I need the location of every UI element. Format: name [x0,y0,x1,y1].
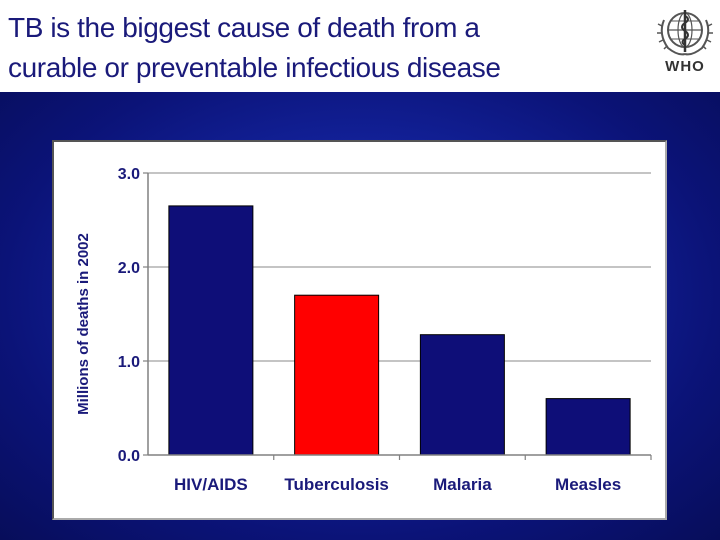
x-tick-label: Malaria [433,475,492,494]
y-tick-label: 0.0 [118,448,140,465]
who-logo-text: WHO [665,58,705,75]
who-logo: WHO [654,6,716,82]
x-tick-label: Tuberculosis [284,475,389,494]
y-axis-label: Millions of deaths in 2002 [75,233,92,415]
bars [168,205,631,456]
bar-chart: 0.0 1.0 2.0 3.0 HIV/AIDS Tuberculosis Malaria… [75,166,652,494]
bar-hiv-aids [168,205,254,456]
bar-measles [545,398,631,456]
x-tick-label: Measles [555,475,621,494]
slide-title-line-2: curable or preventable infectious diseas… [8,52,501,83]
y-tick-label: 2.0 [118,260,140,277]
bar-tuberculosis [294,294,380,456]
x-tick-labels: HIV/AIDS Tuberculosis Malaria Measles [174,455,652,494]
who-emblem-icon [657,10,713,56]
y-tick-labels: 0.0 1.0 2.0 3.0 [118,166,148,465]
slide-title-line-1: TB is the biggest cause of death from a [8,12,480,43]
bar-malaria [419,334,505,456]
slide-title: TB is the biggest cause of death from a … [8,8,628,88]
x-tick-label: HIV/AIDS [174,475,248,494]
y-tick-label: 1.0 [118,354,140,371]
slide-header: TB is the biggest cause of death from a … [0,0,720,92]
chart-panel: 0.0 1.0 2.0 3.0 HIV/AIDS Tuberculosis Malaria… [52,140,667,520]
y-tick-label: 3.0 [118,166,140,183]
